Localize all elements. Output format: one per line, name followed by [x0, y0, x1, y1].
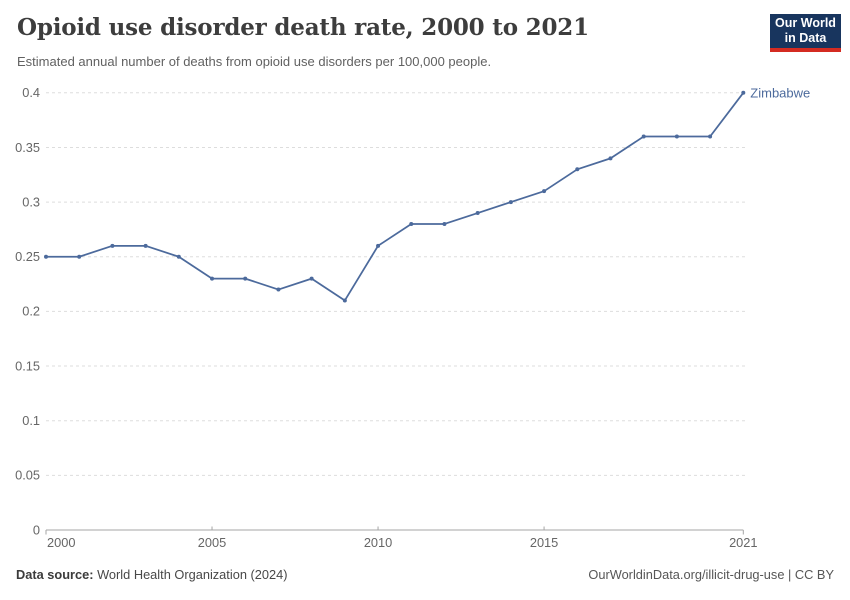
logo-line-1: Our World [775, 16, 836, 30]
y-gridlines: 0 0.05 0.1 0.15 0.2 0.25 0.3 0.35 0.4 [15, 85, 746, 537]
data-point [608, 156, 613, 161]
y-tick-label: 0.15 [15, 358, 40, 373]
data-point [708, 134, 713, 139]
series-end-label[interactable]: Zimbabwe [750, 85, 810, 100]
series-zimbabwe: Zimbabwe [44, 85, 810, 303]
data-point [376, 243, 381, 248]
data-point [309, 276, 314, 281]
data-point [674, 134, 679, 139]
x-tick-label: 2005 [198, 535, 226, 550]
data-point [409, 221, 414, 226]
series-line [45, 91, 745, 302]
y-tick-label: 0.35 [15, 140, 40, 155]
x-tick-label: 2010 [364, 535, 392, 550]
data-point [243, 276, 248, 281]
data-point [508, 200, 513, 205]
data-point [44, 254, 48, 259]
y-tick-label: 0 [33, 522, 40, 537]
logo-accent-bar [770, 48, 841, 52]
data-point [442, 221, 447, 226]
data-point [276, 287, 281, 292]
logo-line-2: in Data [784, 31, 827, 45]
page-title: Opioid use disorder death rate, 2000 to … [17, 14, 589, 41]
data-point [210, 276, 215, 281]
data-source-note: Data source: World Health Organization (… [16, 567, 287, 583]
y-tick-label: 0.2 [22, 304, 40, 319]
data-point [143, 243, 148, 248]
x-axis: 2000 2005 2010 2015 2021 [45, 526, 758, 550]
owid-url-link[interactable]: OurWorldinData.org/illicit-drug-use | CC… [588, 567, 834, 582]
y-tick-label: 0.4 [22, 85, 40, 100]
x-tick-label: 2015 [530, 535, 558, 550]
data-point [176, 254, 181, 259]
data-point [342, 298, 347, 303]
data-point [741, 90, 746, 95]
x-tick-label: 2000 [47, 535, 75, 550]
data-point [475, 211, 480, 216]
owid-logo[interactable]: Our World in Data [770, 14, 841, 52]
data-point [542, 189, 547, 194]
data-point [110, 243, 115, 248]
chart-footer: Data source: World Health Organization (… [16, 567, 834, 583]
data-point [641, 134, 646, 139]
y-tick-label: 0.3 [22, 194, 40, 209]
y-tick-label: 0.05 [15, 468, 40, 483]
x-tick-label: 2021 [729, 535, 757, 550]
y-tick-label: 0.25 [15, 249, 40, 264]
data-point [77, 254, 82, 259]
data-source-label: Data source: [16, 567, 94, 582]
chart-subtitle: Estimated annual number of deaths from o… [17, 54, 492, 69]
data-point [575, 167, 580, 172]
data-source-value: World Health Organization (2024) [93, 567, 288, 582]
y-tick-label: 0.1 [22, 413, 40, 428]
